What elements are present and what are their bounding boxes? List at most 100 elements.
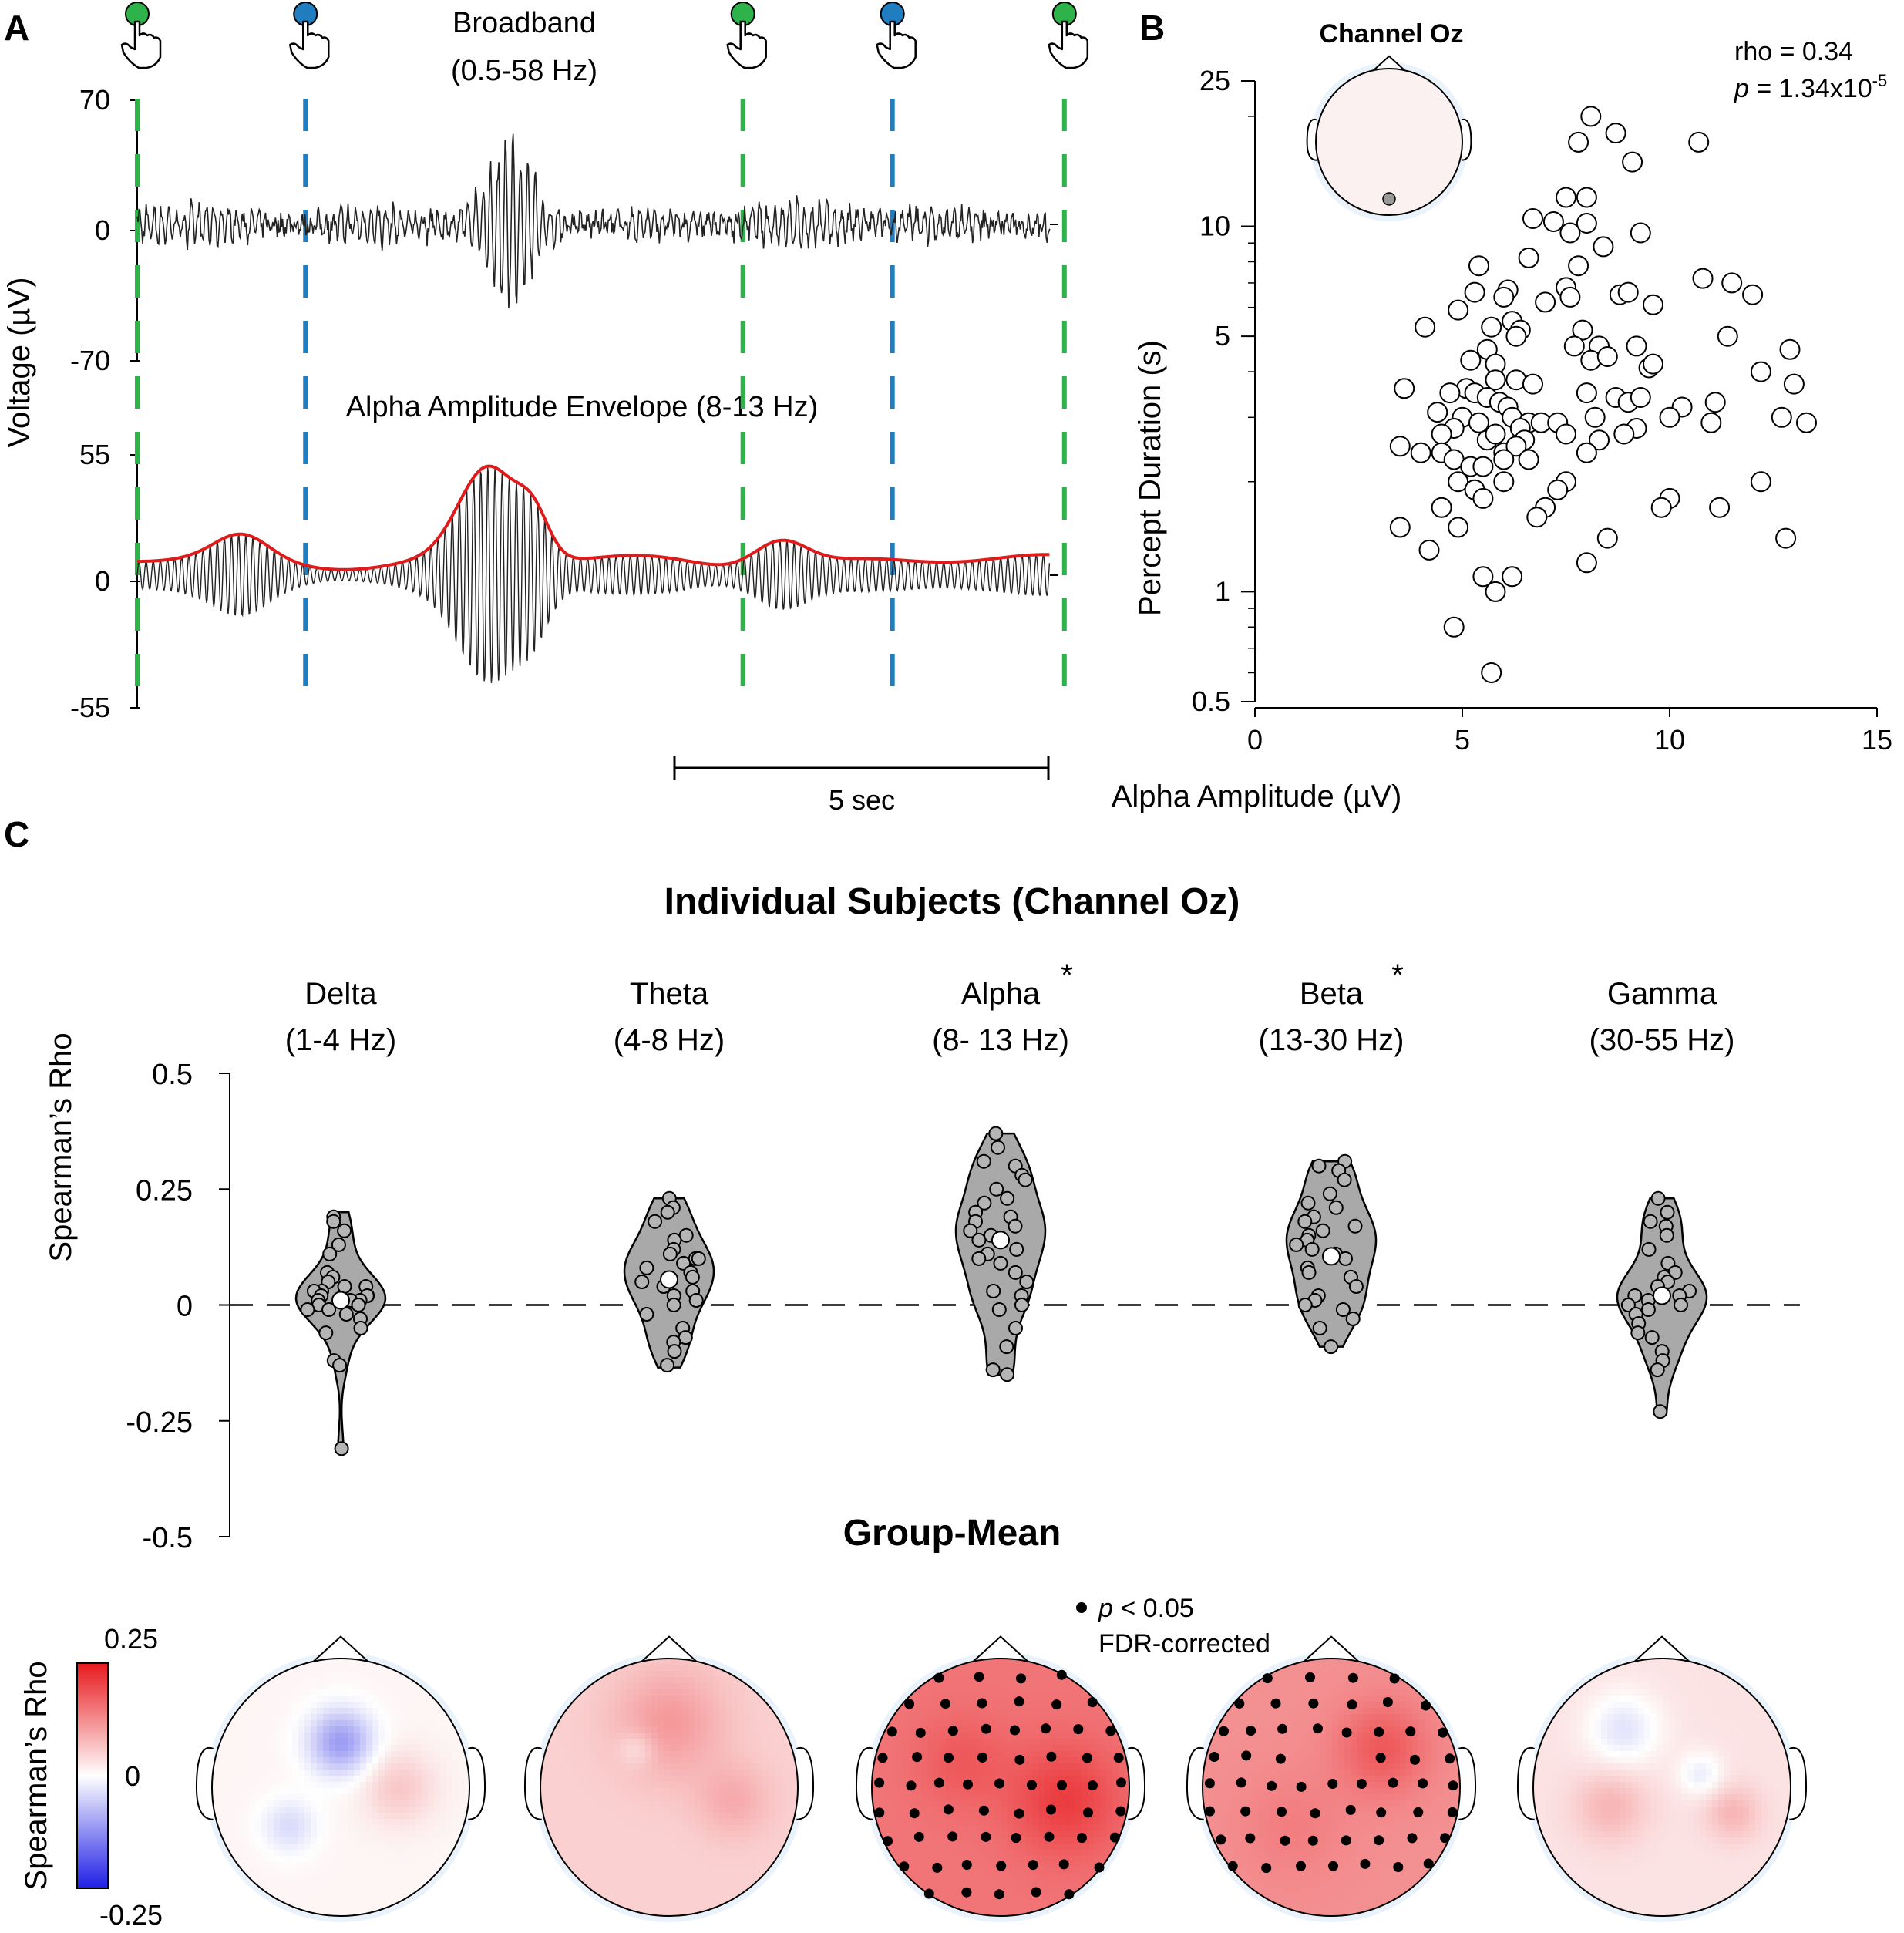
topo-cell <box>267 1751 274 1758</box>
topo-cell <box>781 1745 788 1752</box>
topo-cell <box>750 1868 757 1875</box>
topo-cell <box>878 1794 885 1801</box>
topo-cell <box>1112 1788 1119 1795</box>
topo-cell <box>952 1844 959 1850</box>
topo-cell <box>762 1831 769 1838</box>
topo-cell <box>243 1844 250 1850</box>
topo-cell <box>670 1899 677 1906</box>
topo-cell <box>298 1714 305 1721</box>
topo-cell <box>224 1800 231 1807</box>
topo-cell <box>341 1788 348 1795</box>
topo-cell <box>602 1800 609 1807</box>
topo-cell <box>596 1782 603 1789</box>
topo-cell <box>1001 1689 1008 1696</box>
topo-cell <box>403 1776 410 1783</box>
topo-cell <box>787 1763 794 1770</box>
topo-cell <box>645 1881 652 1888</box>
topo-cell <box>335 1739 342 1746</box>
topo-cell <box>621 1739 627 1746</box>
topo-cell <box>596 1874 603 1881</box>
topo-cell <box>434 1702 441 1709</box>
topo-cell <box>378 1800 385 1807</box>
topo-cell <box>385 1881 392 1888</box>
topo-cell <box>415 1862 422 1869</box>
topo-cell <box>933 1874 940 1881</box>
topo-cell <box>571 1813 578 1820</box>
topo-cell <box>397 1881 404 1888</box>
topo-cell <box>627 1831 634 1838</box>
topo-cell <box>682 1800 689 1807</box>
topo-cell <box>1332 1671 1339 1678</box>
topo-cell <box>422 1751 429 1758</box>
topo-cell <box>329 1745 336 1752</box>
band-name: Gamma <box>1607 977 1717 1011</box>
topo-cell <box>1106 1825 1113 1832</box>
topo-cell <box>249 1708 256 1715</box>
topo-cell <box>397 1794 404 1801</box>
topo-cell <box>230 1770 237 1776</box>
topo-cell <box>440 1850 447 1857</box>
topo-cell <box>964 1757 971 1764</box>
topo-cell <box>267 1844 274 1850</box>
topo-cell <box>261 1751 268 1758</box>
topo-cell <box>614 1733 621 1739</box>
significant-electrode <box>981 1831 991 1842</box>
topo-cell <box>762 1702 769 1709</box>
topo-cell <box>565 1733 572 1739</box>
topo-cell <box>329 1825 336 1832</box>
topo-cell <box>989 1702 996 1709</box>
scatter-point <box>1700 412 1722 433</box>
topo-cell <box>397 1770 404 1776</box>
topo-cell <box>732 1677 738 1684</box>
topo-cell <box>983 1696 990 1702</box>
topo-cell <box>1057 1831 1064 1838</box>
topo-cell <box>378 1714 385 1721</box>
topo-cell <box>1069 1696 1076 1702</box>
topo-cell <box>571 1745 578 1752</box>
topo-cell <box>1057 1813 1064 1820</box>
topo-cell <box>639 1850 646 1857</box>
topo-cell <box>676 1702 683 1709</box>
topo-cell <box>701 1751 708 1758</box>
topo-cell <box>707 1708 714 1715</box>
topo-cell <box>946 1893 953 1900</box>
subject-point <box>1009 1241 1024 1257</box>
topo-cell <box>670 1714 677 1721</box>
topo-cell <box>1252 1702 1259 1709</box>
topo-cell <box>884 1819 891 1826</box>
topo-cell <box>428 1714 435 1721</box>
topo-cell <box>341 1702 348 1709</box>
topo-cell <box>769 1739 775 1746</box>
topo-cell <box>298 1807 305 1813</box>
topo-cell <box>304 1708 311 1715</box>
topo-cell <box>1246 1696 1253 1702</box>
topo-cell <box>261 1757 268 1764</box>
topo-cell <box>927 1794 934 1801</box>
topo-cell <box>1045 1702 1051 1709</box>
topo-cell <box>577 1837 584 1844</box>
topo-cell <box>428 1862 435 1869</box>
topo-cell <box>1051 1671 1058 1678</box>
topo-cell <box>958 1763 965 1770</box>
topo-cell <box>927 1844 934 1850</box>
topo-cell <box>909 1844 916 1850</box>
topo-cell <box>409 1757 416 1764</box>
c-y-tick-label: -0.5 <box>143 1522 193 1554</box>
topo-cell <box>1038 1683 1045 1690</box>
topo-cell <box>719 1837 726 1844</box>
topo-cell <box>559 1739 566 1746</box>
topo-cell <box>1045 1714 1051 1721</box>
topo-cell <box>409 1837 416 1844</box>
topo-cell <box>695 1677 701 1684</box>
topo-cell <box>243 1825 250 1832</box>
topo-cell <box>670 1905 677 1912</box>
topo-cell <box>909 1733 916 1739</box>
topo-cell <box>409 1868 416 1875</box>
topo-cell <box>1038 1708 1045 1715</box>
topo-cell <box>323 1868 330 1875</box>
topo-cell <box>267 1800 274 1807</box>
topo-cell <box>964 1825 971 1832</box>
topo-cell <box>750 1720 757 1727</box>
topo-cell <box>983 1844 990 1850</box>
topo-cell <box>415 1856 422 1863</box>
